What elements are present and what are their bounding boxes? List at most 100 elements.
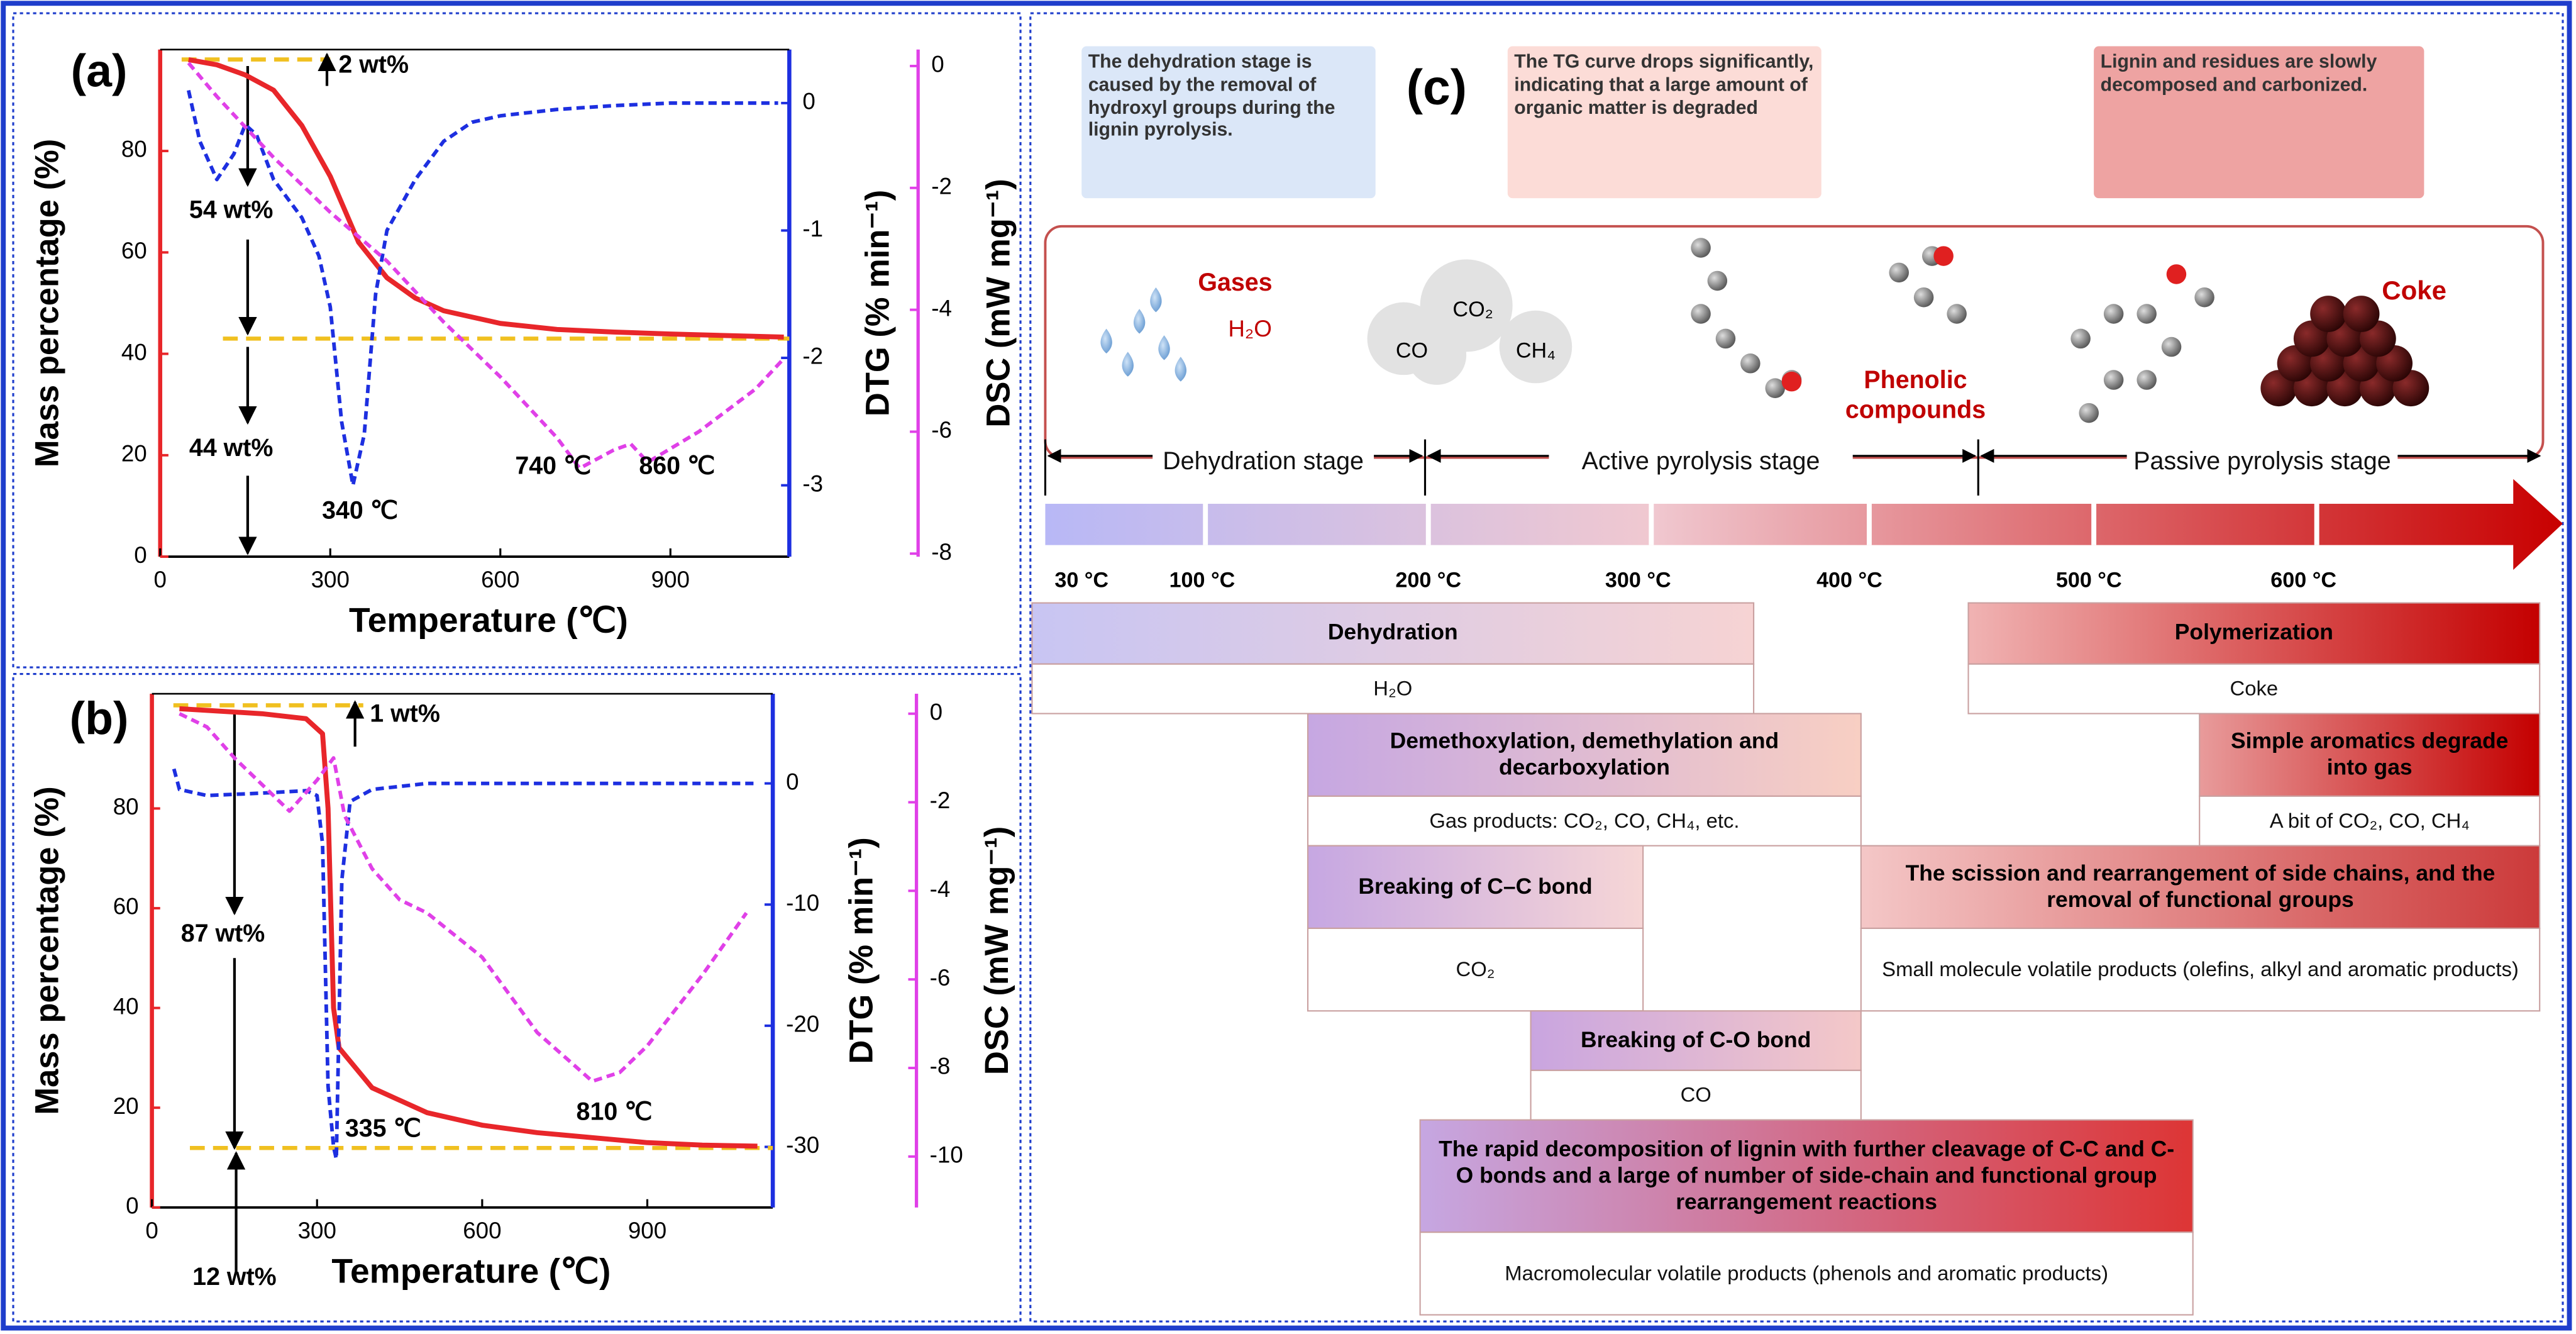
y-tick-label: 60 (121, 238, 147, 264)
y3-tick-label: -4 (930, 876, 951, 902)
annotation: 2 wt% (338, 50, 409, 78)
y2-axis-label: DTG (% min⁻¹) (843, 837, 880, 1064)
reaction-product: CO₂ (1456, 957, 1495, 981)
x-tick-label: 300 (311, 567, 350, 592)
droplet-icon (1158, 335, 1170, 360)
y2-tick-label: -1 (802, 216, 823, 242)
data-line (179, 712, 748, 1084)
x-tick-label: 300 (298, 1218, 336, 1243)
panel-label: (b) (70, 692, 129, 744)
annotation: 740 ℃ (515, 452, 591, 480)
note-box (1081, 46, 1376, 199)
annotation: 12 wt% (192, 1263, 277, 1291)
reaction-header (1967, 602, 2541, 665)
reaction-header (1419, 1119, 2194, 1233)
atom-icon (2103, 370, 2124, 390)
atom-icon (1691, 238, 1711, 258)
droplet-icon (1133, 309, 1146, 334)
data-line (179, 706, 758, 1149)
x-tick-label: 900 (628, 1218, 666, 1243)
temperature-label: 200 °C (1395, 568, 1461, 592)
data-line (187, 62, 785, 470)
y2-tick-label: 0 (802, 89, 815, 114)
x-tick-label: 0 (145, 1218, 158, 1243)
x-tick-label: 0 (154, 567, 167, 592)
data-line (188, 57, 784, 340)
species-label: Phenolic compounds (1845, 367, 1986, 425)
note: The dehydration stage is caused by the r… (1088, 53, 1335, 142)
species-label: H₂O (1228, 316, 1271, 342)
reaction-title: The scission and rearrangement of side c… (1905, 860, 2496, 912)
atom-icon (2194, 287, 2214, 308)
atom-icon (1715, 328, 1736, 349)
y3-tick-label: -8 (931, 539, 952, 565)
atom-icon (1765, 378, 1786, 398)
panel-label: (c) (1407, 59, 1467, 114)
species-label: Gases (1198, 269, 1272, 296)
y3-tick-label: -2 (931, 173, 952, 199)
y2-tick-label: 0 (786, 769, 799, 794)
reaction-product-box (1307, 927, 1644, 1012)
panel-frame (1029, 12, 2564, 1323)
y-tick-label: 20 (113, 1093, 139, 1119)
reaction-title-box: The scission and rearrangement of side c… (1905, 860, 2496, 912)
y2-tick-label: -30 (786, 1132, 819, 1158)
reaction-title-box: The rapid decomposition of lignin with f… (1439, 1136, 2174, 1214)
reaction-title: Breaking of C–C bond (1358, 874, 1593, 899)
note: The TG curve drops significantly, indica… (1514, 53, 1814, 119)
reaction-header (1860, 845, 2541, 930)
atom-icon (2103, 304, 2124, 324)
atom-icon (1947, 304, 1967, 324)
y-axis-label: Mass percentage (%) (29, 786, 66, 1114)
y-axis-label: Mass percentage (%) (29, 139, 66, 467)
temperature-bar (1045, 479, 2563, 570)
y3-tick-label: -10 (930, 1142, 963, 1168)
y3-tick-label: -6 (931, 417, 952, 443)
species-label: CH₄ (1516, 338, 1556, 362)
y-tick-label: 80 (113, 794, 139, 820)
temperature-label: 300 °C (1605, 568, 1671, 592)
y3-tick-label: -4 (931, 295, 952, 321)
annotation: 860 ℃ (639, 452, 715, 480)
atom-icon (2079, 403, 2099, 423)
reaction-title: Simple aromatics degrade into gas (2230, 728, 2509, 780)
panel-frame (12, 672, 1022, 1323)
y-tick-label: 0 (134, 542, 146, 568)
y-tick-label: 20 (121, 441, 147, 467)
reaction-header (1307, 713, 1862, 797)
atom-icon (1691, 304, 1711, 324)
species-label-box: Phenolic compounds (1845, 367, 1986, 425)
reaction-title: Demethoxylation, demethylation and decar… (1390, 728, 1779, 780)
y-tick-label: 40 (113, 993, 139, 1019)
x-tick-label: 900 (651, 567, 690, 592)
oxygen-icon (1781, 371, 1802, 392)
reaction-title: Polymerization (2174, 620, 2333, 645)
reaction-header (1530, 1010, 1862, 1071)
temperature-label: 600 °C (2270, 568, 2336, 592)
stage-label-box: Active pyrolysis stage (1582, 448, 1820, 476)
atom-icon (1913, 287, 1934, 308)
species-label: CO₂ (1452, 297, 1493, 321)
reaction-title-box: Breaking of C-O bond (1581, 1027, 1811, 1052)
reaction-product: Gas products: CO₂, CO, CH₄, etc. (1429, 808, 1740, 832)
reaction-product: H₂O (1373, 676, 1413, 700)
reaction-product: Macromolecular volatile products (phenol… (1505, 1261, 2109, 1284)
stage-label: Passive pyrolysis stage (2133, 447, 2391, 476)
stage-label-bg (1153, 426, 1374, 499)
droplet-icon (1100, 328, 1112, 354)
reaction-product-box (1967, 663, 2541, 714)
atom-icon (1889, 262, 1909, 283)
temperature-label: 400 °C (1816, 568, 1882, 592)
temperature-label: 500 °C (2056, 568, 2122, 592)
droplet-icon (1122, 352, 1134, 377)
y3-tick-label: 0 (931, 52, 944, 77)
reaction-product-box: CO₂ (1456, 957, 1495, 981)
note-box: The dehydration stage is caused by the r… (1088, 53, 1335, 142)
reaction-product-box: Gas products: CO₂, CO, CH₄, etc. (1429, 808, 1740, 832)
note-box (2094, 46, 2424, 199)
reaction-product-box: Coke (2230, 676, 2279, 699)
reaction-title-box: Breaking of C–C bond (1358, 874, 1593, 899)
x-tick-label: 600 (481, 567, 519, 592)
